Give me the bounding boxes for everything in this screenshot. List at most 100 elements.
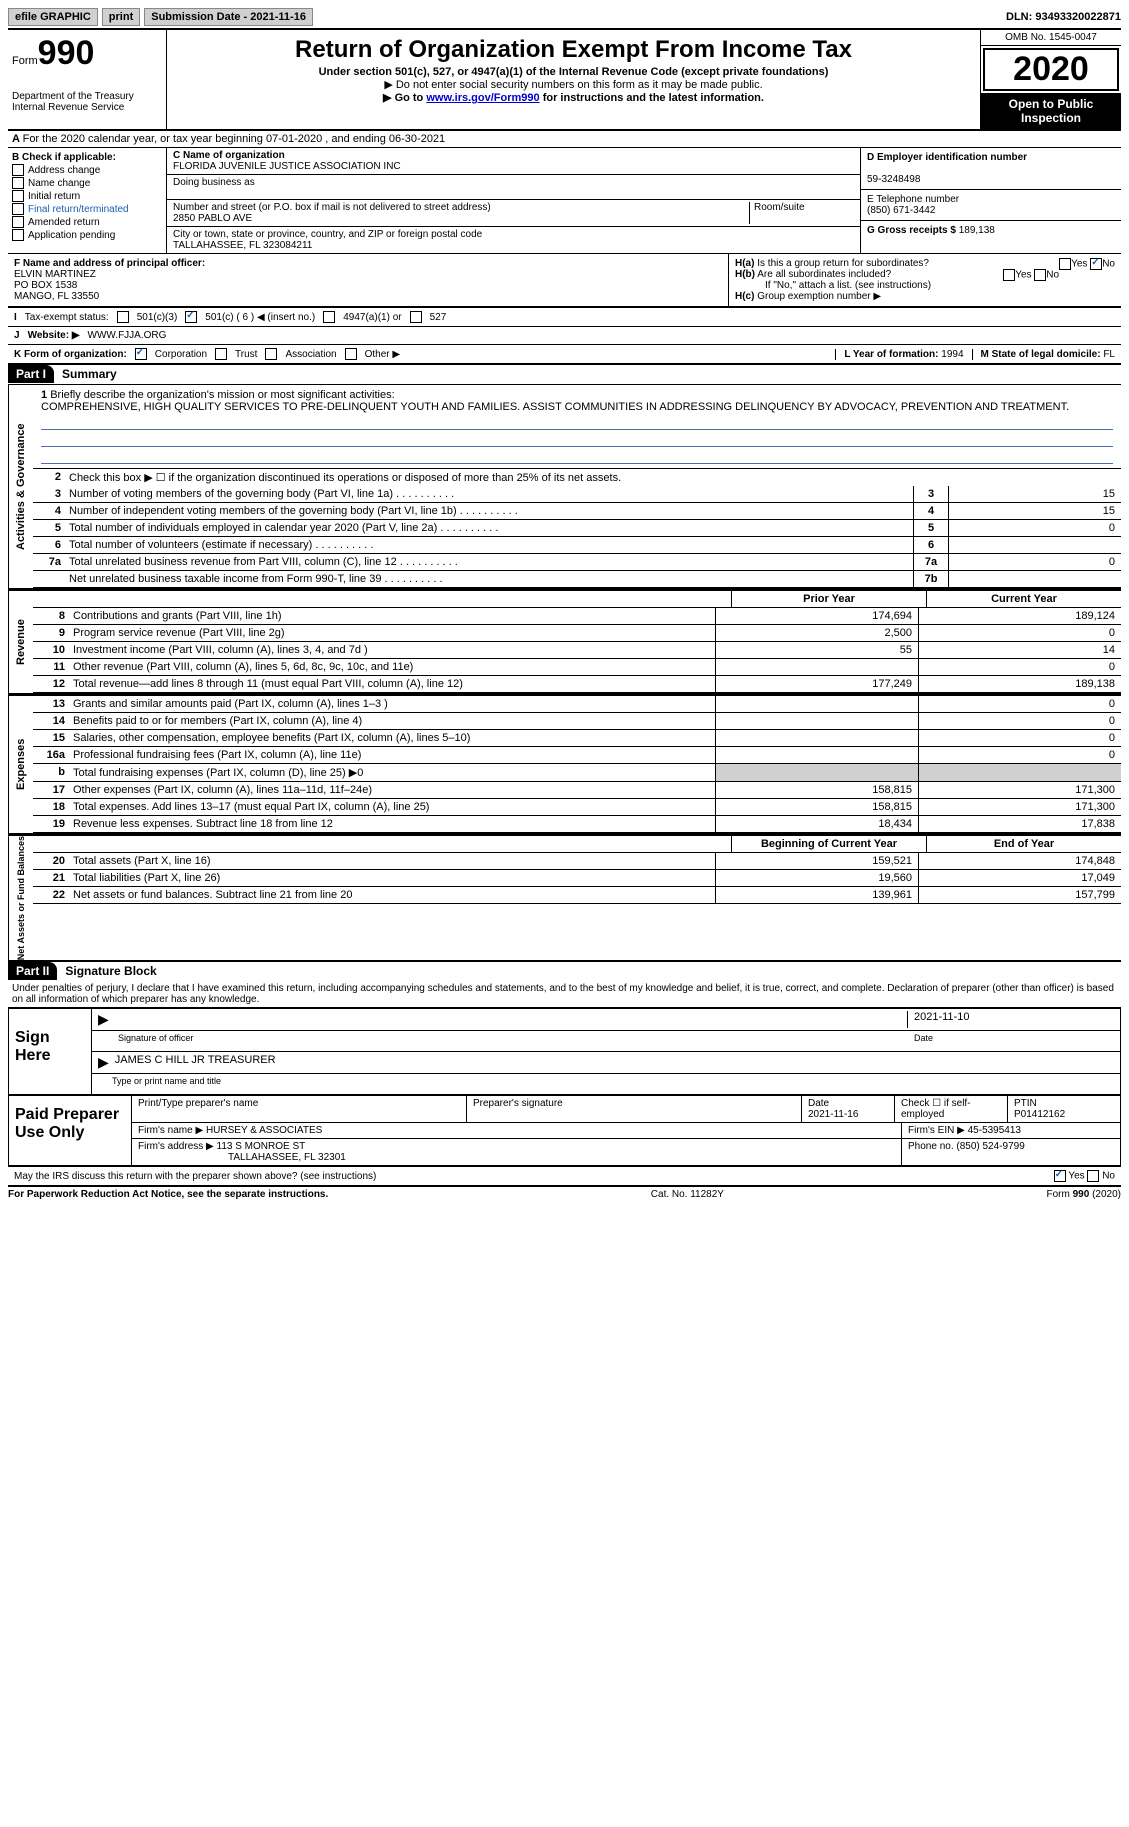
table-row: 7aTotal unrelated business revenue from … [33,554,1121,571]
table-row: 10Investment income (Part VIII, column (… [33,642,1121,659]
chk-527[interactable] [410,311,422,323]
summary-governance: Activities & Governance 1 Briefly descri… [8,384,1121,590]
entity-info-row: B Check if applicable: Address change Na… [8,148,1121,254]
chk-trust[interactable] [215,348,227,360]
chk-address[interactable] [12,164,24,176]
vert-revenue: Revenue [8,591,33,693]
print-btn[interactable]: print [102,8,140,26]
vert-netassets: Net Assets or Fund Balances [8,836,33,960]
table-row: Net unrelated business taxable income fr… [33,571,1121,588]
officer-addr2: MANGO, FL 33550 [14,291,99,302]
ein-value: 59-3248498 [867,174,920,185]
q2-text: Check this box ▶ ☐ if the organization d… [65,469,1121,486]
officer-name: ELVIN MARTINEZ [14,269,96,280]
table-row: 6Total number of volunteers (estimate if… [33,537,1121,554]
section-b-label: B Check if applicable: [12,152,162,163]
table-row: 21Total liabilities (Part X, line 26)19,… [33,870,1121,887]
top-bar: efile GRAPHIC print Submission Date - 20… [8,8,1121,30]
table-row: 8Contributions and grants (Part VIII, li… [33,608,1121,625]
vert-expenses: Expenses [8,696,33,833]
org-city: TALLAHASSEE, FL 323084211 [173,240,312,251]
chk-name[interactable] [12,177,24,189]
penalty-text: Under penalties of perjury, I declare th… [8,981,1121,1007]
irs-link[interactable]: www.irs.gov/Form990 [426,92,539,104]
hdr-prior-year: Prior Year [731,591,926,607]
chk-corp[interactable] [135,348,147,360]
section-c: C Name of organizationFLORIDA JUVENILE J… [167,148,860,253]
form-number: 990 [38,34,95,72]
note-ssn: ▶ Do not enter social security numbers o… [177,78,970,91]
form-subtitle: Under section 501(c), 527, or 4947(a)(1)… [177,66,970,78]
hb-yes[interactable] [1003,269,1015,281]
omb-number: OMB No. 1545-0047 [981,30,1121,46]
ein-label: D Employer identification number [867,152,1027,163]
footer-mid: Cat. No. 11282Y [651,1189,724,1200]
prep-date: 2021-11-16 [808,1109,858,1120]
header-left: Form990 Department of the Treasury Inter… [8,30,167,129]
hb-no[interactable] [1034,269,1046,281]
footer-right: Form 990 (2020) [1047,1189,1121,1200]
sign-here-label: Sign Here [9,1009,91,1094]
state-domicile: FL [1103,349,1115,360]
dln: DLN: 93493320022871 [1006,11,1121,23]
sig-officer-label: Signature of officer [98,1033,914,1049]
table-row: 14Benefits paid to or for members (Part … [33,713,1121,730]
discuss-row: May the IRS discuss this return with the… [8,1166,1121,1186]
sign-here-block: Sign Here 2021-11-10 Signature of office… [8,1007,1121,1095]
part2-label: Part II [8,962,57,980]
chk-initial[interactable] [12,190,24,202]
q1-label: Briefly describe the organization's miss… [50,389,394,401]
chk-amended[interactable] [12,216,24,228]
sig-date-label: Date [914,1033,1114,1049]
chk-4947[interactable] [323,311,335,323]
dept-treasury: Department of the Treasury [12,91,162,102]
form-prefix: Form [12,55,38,67]
hdr-begin-year: Beginning of Current Year [731,836,926,852]
part1-header: Part I Summary [8,365,1121,384]
room-label: Room/suite [754,202,805,213]
hb-note: If "No," attach a list. (see instruction… [735,280,1115,291]
ha-yes[interactable] [1059,258,1071,270]
chk-assoc[interactable] [265,348,277,360]
org-name-label: C Name of organization [173,150,285,161]
firm-ein: 45-5395413 [968,1125,1021,1136]
discuss-no[interactable] [1087,1170,1099,1182]
dept-irs: Internal Revenue Service [12,102,162,113]
summary-netassets: Net Assets or Fund Balances Beginning of… [8,835,1121,962]
table-row: 9Program service revenue (Part VIII, lin… [33,625,1121,642]
preparer-block: Paid Preparer Use Only Print/Type prepar… [8,1095,1121,1166]
row-j: JWebsite: ▶ WWW.FJJA.ORG [8,327,1121,345]
officer-addr1: PO BOX 1538 [14,280,77,291]
firm-phone: (850) 524-9799 [956,1141,1024,1152]
addr-label: Number and street (or P.O. box if mail i… [173,202,491,213]
chk-pending[interactable] [12,229,24,241]
header-right: OMB No. 1545-0047 2020 Open to PublicIns… [980,30,1121,129]
footer: For Paperwork Reduction Act Notice, see … [8,1186,1121,1200]
part2-header: Part II Signature Block [8,962,1121,981]
website-value: WWW.FJJA.ORG [88,330,167,341]
note-link: ▶ Go to www.irs.gov/Form990 for instruct… [177,91,970,104]
summary-revenue: Revenue Prior YearCurrent Year 8Contribu… [8,590,1121,695]
mission-text: COMPREHENSIVE, HIGH QUALITY SERVICES TO … [41,401,1069,413]
dba-label: Doing business as [173,177,255,188]
chk-501c[interactable] [185,311,197,323]
chk-501c3[interactable] [117,311,129,323]
discuss-yes[interactable] [1054,1170,1066,1182]
firm-name: HURSEY & ASSOCIATES [206,1125,322,1136]
hdr-current-year: Current Year [926,591,1121,607]
prep-ptin: P01412162 [1014,1109,1065,1120]
mission-box: 1 Briefly describe the organization's mi… [33,385,1121,469]
prep-self-employed: Check ☐ if self-employed [895,1096,1008,1122]
line-a: A For the 2020 calendar year, or tax yea… [8,131,1121,148]
ha-no[interactable] [1090,258,1102,270]
sub-date-btn: Submission Date - 2021-11-16 [144,8,313,26]
discuss-text: May the IRS discuss this return with the… [14,1171,376,1182]
form-org-label: K Form of organization: [14,349,127,360]
chk-final[interactable] [12,203,24,215]
table-row: 3Number of voting members of the governi… [33,486,1121,503]
efile-btn[interactable]: efile GRAPHIC [8,8,98,26]
signer-name: JAMES C HILL JR TREASURER [115,1054,276,1071]
prep-sig-label: Preparer's signature [467,1096,802,1122]
org-address: 2850 PABLO AVE [173,213,252,224]
chk-other[interactable] [345,348,357,360]
